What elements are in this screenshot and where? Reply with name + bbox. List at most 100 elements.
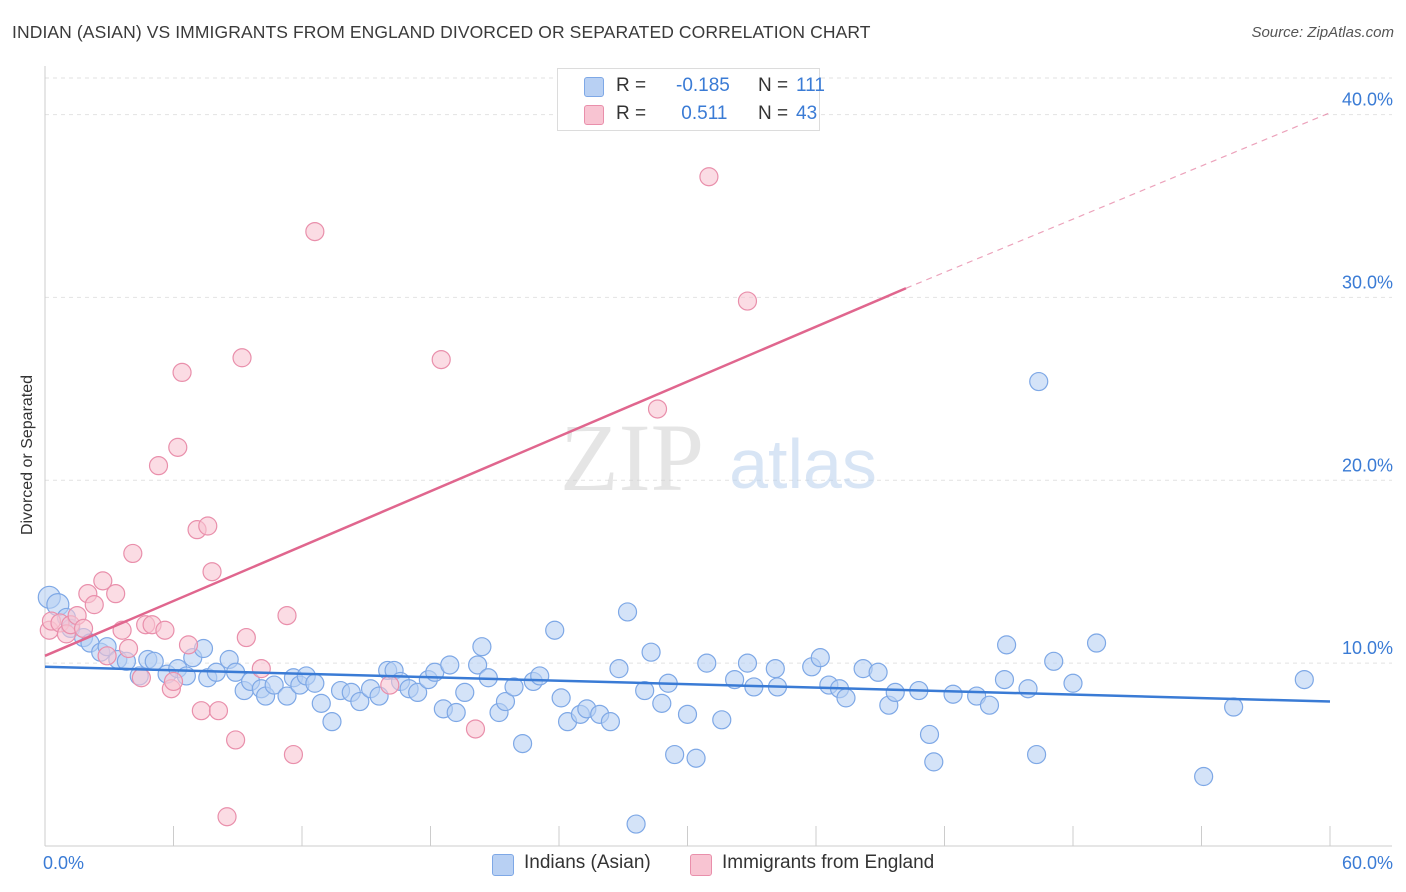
point-indians xyxy=(1086,633,1107,653)
point-england xyxy=(106,584,126,604)
point-indians xyxy=(468,655,488,675)
point-england xyxy=(217,807,237,827)
point-england xyxy=(226,730,246,750)
point-indians xyxy=(919,724,940,745)
point-england xyxy=(380,675,400,695)
point-indians xyxy=(495,691,516,712)
point-indians xyxy=(712,710,732,730)
point-england xyxy=(208,701,229,721)
point-england xyxy=(431,350,451,370)
point-indians xyxy=(350,691,370,712)
point-indians xyxy=(455,682,475,703)
legend-n-value: 111 xyxy=(796,75,825,96)
bottom-legend-swatch-england xyxy=(690,854,712,876)
point-england xyxy=(178,635,199,655)
point-england xyxy=(465,719,486,739)
point-indians xyxy=(322,712,342,732)
y-tick-label: 20.0% xyxy=(1342,455,1393,475)
legend-n-value: 43 xyxy=(796,103,818,124)
series-immigrants-england xyxy=(39,167,758,827)
point-england xyxy=(699,167,719,187)
point-england xyxy=(737,291,758,311)
point-indians xyxy=(1044,651,1064,671)
y-tick-label: 10.0% xyxy=(1342,638,1393,658)
point-england xyxy=(118,638,139,659)
point-indians xyxy=(665,744,685,765)
point-indians xyxy=(264,675,284,695)
point-indians xyxy=(737,653,758,673)
point-indians xyxy=(1294,669,1314,690)
bottom-legend-label-england: Immigrants from England xyxy=(722,852,935,873)
point-england xyxy=(73,618,94,639)
point-indians xyxy=(641,642,661,662)
point-indians xyxy=(635,680,655,701)
trend-lines xyxy=(44,112,1331,703)
point-england xyxy=(123,543,143,564)
point-indians xyxy=(997,635,1017,655)
point-indians xyxy=(446,702,466,723)
point-england xyxy=(84,595,104,615)
point-england xyxy=(93,571,113,591)
point-indians xyxy=(1018,679,1038,699)
point-england xyxy=(277,605,297,626)
point-indians xyxy=(810,648,830,668)
y-axis-label: Divorced or Separated xyxy=(19,374,36,536)
point-england xyxy=(647,399,668,419)
point-indians xyxy=(1026,744,1047,765)
trend-line-england-extension xyxy=(905,112,1331,289)
point-indians xyxy=(652,693,672,713)
axes xyxy=(44,66,1392,847)
point-indians xyxy=(868,662,888,682)
x-tick-label: 60.0% xyxy=(1342,853,1393,873)
trend-line-indians xyxy=(44,665,1331,703)
point-indians xyxy=(609,659,629,679)
point-england xyxy=(163,671,184,692)
x-tick-label: 0.0% xyxy=(43,853,84,873)
point-indians xyxy=(311,693,331,713)
point-england xyxy=(305,222,325,242)
tick-labels: 10.0% 20.0% 30.0% 40.0% 0.0% 60.0% xyxy=(43,90,1393,873)
watermark-atlas: atlas xyxy=(729,425,877,503)
legend: R = -0.185 N = 111 R = 0.511 N = 43 xyxy=(557,68,825,131)
point-england xyxy=(251,659,271,679)
point-england xyxy=(148,456,169,476)
y-tick-label: 40.0% xyxy=(1342,90,1393,110)
point-england xyxy=(232,348,252,368)
point-indians xyxy=(924,752,944,772)
point-indians xyxy=(1224,697,1244,717)
point-indians xyxy=(551,688,571,708)
point-indians xyxy=(943,684,963,704)
point-england xyxy=(198,516,218,536)
point-england xyxy=(283,744,304,765)
watermark-zip: ZIP xyxy=(560,404,704,511)
point-indians xyxy=(1029,371,1049,392)
point-indians xyxy=(277,686,297,706)
point-indians xyxy=(1194,766,1214,787)
point-indians xyxy=(472,637,492,657)
point-indians xyxy=(617,602,638,622)
legend-r-label: R = xyxy=(616,75,647,96)
point-england xyxy=(97,646,117,666)
point-england xyxy=(191,701,211,721)
watermark: ZIP atlas xyxy=(560,404,877,511)
point-england xyxy=(236,627,256,648)
bottom-legend-swatch-indians xyxy=(492,854,514,876)
legend-r-label: R = xyxy=(616,103,647,124)
point-indians xyxy=(697,653,717,673)
point-england xyxy=(155,620,175,640)
point-england xyxy=(172,362,192,382)
legend-n-label: N = xyxy=(758,75,789,96)
point-indians xyxy=(305,673,325,693)
legend-swatch-indians xyxy=(584,77,604,97)
chart-title: INDIAN (ASIAN) VS IMMIGRANTS FROM ENGLAN… xyxy=(12,22,871,42)
point-indians xyxy=(1063,673,1083,693)
point-indians xyxy=(885,682,905,703)
point-england xyxy=(168,437,188,457)
legend-n-label: N = xyxy=(758,103,789,124)
point-indians xyxy=(765,659,785,679)
point-england xyxy=(202,562,222,582)
legend-r-value: -0.185 xyxy=(676,75,730,96)
point-england xyxy=(131,668,151,688)
source-label: Source: ZipAtlas.com xyxy=(1251,24,1394,41)
